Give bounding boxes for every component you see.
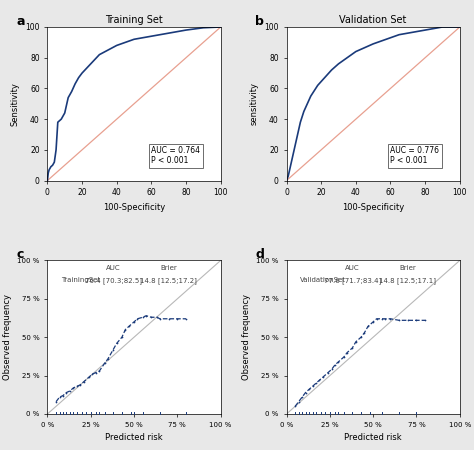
X-axis label: Predicted risk: Predicted risk bbox=[344, 433, 402, 442]
Y-axis label: Observed frequency: Observed frequency bbox=[242, 294, 251, 380]
Text: 77.6 [71.7;83.4]: 77.6 [71.7;83.4] bbox=[324, 277, 381, 284]
X-axis label: 100-Specificity: 100-Specificity bbox=[342, 203, 404, 212]
Text: Brier: Brier bbox=[160, 265, 177, 271]
Text: 14.8 [12.5;17.2]: 14.8 [12.5;17.2] bbox=[140, 277, 197, 284]
Text: AUC: AUC bbox=[345, 265, 360, 271]
X-axis label: 100-Specificity: 100-Specificity bbox=[103, 203, 165, 212]
X-axis label: Predicted risk: Predicted risk bbox=[105, 433, 163, 442]
Title: Validation Set: Validation Set bbox=[339, 15, 407, 25]
Y-axis label: Observed frequency: Observed frequency bbox=[3, 294, 12, 380]
Text: Brier: Brier bbox=[400, 265, 416, 271]
Y-axis label: Sensitivity: Sensitivity bbox=[11, 82, 20, 126]
Text: AUC: AUC bbox=[106, 265, 120, 271]
Text: 14.8 [12.5;17.1]: 14.8 [12.5;17.1] bbox=[379, 277, 436, 284]
Text: AUC = 0.764
P < 0.001: AUC = 0.764 P < 0.001 bbox=[151, 146, 201, 165]
Text: d: d bbox=[255, 248, 264, 261]
Title: Training Set: Training Set bbox=[105, 15, 163, 25]
Text: b: b bbox=[255, 15, 264, 28]
Text: TrainingSet: TrainingSet bbox=[61, 277, 100, 284]
Text: 76.4 [70.3;82.5]: 76.4 [70.3;82.5] bbox=[85, 277, 142, 284]
Y-axis label: sensitivity: sensitivity bbox=[250, 82, 259, 125]
Text: c: c bbox=[16, 248, 24, 261]
Text: AUC = 0.776
P < 0.001: AUC = 0.776 P < 0.001 bbox=[391, 146, 439, 165]
Text: ValidationSet: ValidationSet bbox=[301, 277, 346, 284]
Text: a: a bbox=[16, 15, 25, 28]
